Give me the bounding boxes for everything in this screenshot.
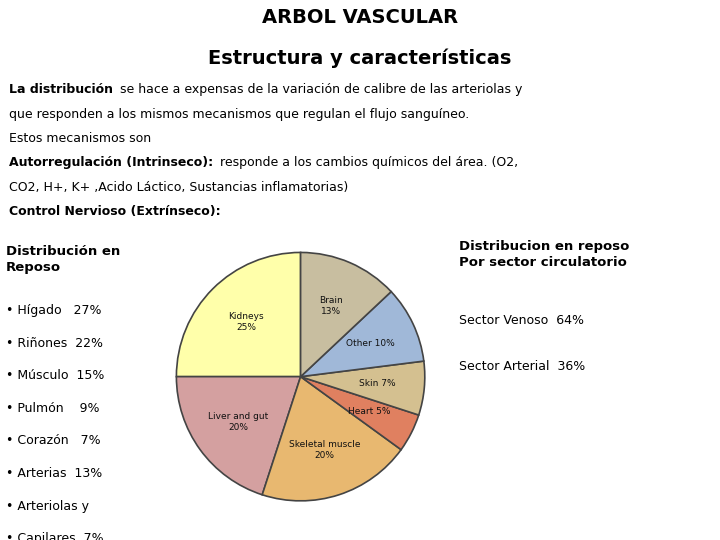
Text: • Arterias  13%: • Arterias 13% bbox=[6, 467, 102, 480]
Wedge shape bbox=[176, 377, 301, 495]
Text: • Hígado   27%: • Hígado 27% bbox=[6, 304, 102, 317]
Text: Skeletal muscle
20%: Skeletal muscle 20% bbox=[289, 440, 360, 460]
Text: Liver and gut
20%: Liver and gut 20% bbox=[208, 412, 269, 431]
Text: Sector Arterial  36%: Sector Arterial 36% bbox=[459, 360, 585, 373]
Text: La distribución: La distribución bbox=[9, 83, 112, 96]
Text: • Pulmón    9%: • Pulmón 9% bbox=[6, 402, 99, 415]
Text: • Músculo  15%: • Músculo 15% bbox=[6, 369, 104, 382]
Text: Kidneys
25%: Kidneys 25% bbox=[228, 313, 264, 332]
Text: Brain
13%: Brain 13% bbox=[319, 296, 343, 316]
Wedge shape bbox=[301, 292, 424, 377]
Text: Skin 7%: Skin 7% bbox=[359, 380, 395, 388]
Text: • Corazón   7%: • Corazón 7% bbox=[6, 434, 101, 448]
Wedge shape bbox=[301, 253, 391, 377]
Wedge shape bbox=[301, 361, 425, 415]
Text: Autorregulación (Intrinseco):: Autorregulación (Intrinseco): bbox=[9, 156, 213, 169]
Text: Sector Venoso  64%: Sector Venoso 64% bbox=[459, 314, 584, 327]
Text: Distribucion en reposo
Por sector circulatorio: Distribucion en reposo Por sector circul… bbox=[459, 240, 629, 269]
Text: ARBOL VASCULAR: ARBOL VASCULAR bbox=[262, 8, 458, 26]
Text: Estructura y características: Estructura y características bbox=[208, 49, 512, 69]
Wedge shape bbox=[262, 377, 401, 501]
Text: Other 10%: Other 10% bbox=[346, 339, 395, 348]
Text: Estos mecanismos son: Estos mecanismos son bbox=[9, 132, 150, 145]
Text: CO2, H+, K+ ,Acido Láctico, Sustancias inflamatorias): CO2, H+, K+ ,Acido Láctico, Sustancias i… bbox=[9, 180, 348, 193]
Text: responde a los cambios químicos del área. (O2,: responde a los cambios químicos del área… bbox=[216, 156, 518, 169]
Text: • Riñones  22%: • Riñones 22% bbox=[6, 336, 103, 349]
Text: que responden a los mismos mecanismos que regulan el flujo sanguíneo.: que responden a los mismos mecanismos qu… bbox=[9, 107, 469, 120]
Text: • Capilares  7%: • Capilares 7% bbox=[6, 532, 104, 540]
Text: • Arteriolas y: • Arteriolas y bbox=[6, 500, 89, 512]
Text: Heart 5%: Heart 5% bbox=[348, 407, 390, 416]
Text: Distribución en
Reposo: Distribución en Reposo bbox=[6, 245, 120, 274]
Text: se hace a expensas de la variación de calibre de las arteriolas y: se hace a expensas de la variación de ca… bbox=[116, 83, 523, 96]
Wedge shape bbox=[301, 377, 419, 450]
Text: Control Nervioso (Extrínseco):: Control Nervioso (Extrínseco): bbox=[9, 205, 220, 218]
Wedge shape bbox=[176, 253, 301, 377]
